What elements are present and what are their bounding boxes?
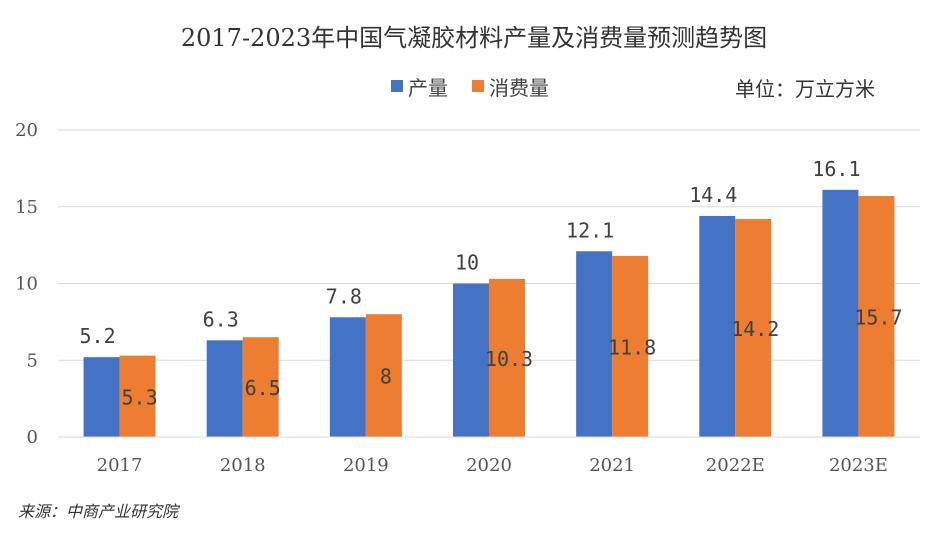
source-note: 来源：中商产业研究院: [18, 502, 181, 521]
data-label-consumption: 8: [380, 365, 392, 389]
bar-production: [83, 357, 120, 437]
bar-production: [699, 215, 736, 437]
bar-production: [822, 189, 859, 437]
bar-consumption: [242, 337, 279, 437]
unit-label: 单位：万立方米: [735, 77, 875, 101]
data-label-production: 6.3: [203, 307, 239, 331]
data-label-consumption: 11.8: [608, 335, 656, 359]
data-label-production: 12.1: [566, 218, 614, 242]
data-label-production: 14.4: [689, 183, 737, 207]
data-label-consumption: 6.5: [245, 376, 281, 400]
x-tick-label: 2021: [589, 455, 635, 476]
data-label-consumption: 15.7: [854, 306, 902, 330]
bars: [83, 189, 895, 437]
x-tick-label: 2017: [97, 455, 143, 476]
y-tick-label: 15: [15, 197, 38, 218]
bar-consumption: [119, 355, 156, 437]
bar-production: [206, 340, 243, 437]
legend-swatch-consumption: [472, 80, 484, 92]
x-tick-label: 2019: [343, 455, 389, 476]
y-axis: 0 5 10 15 20: [15, 120, 38, 448]
y-tick-label: 0: [27, 427, 38, 448]
data-labels: 5.2 5.3 6.3 6.5 7.8 8 10 10.3 12.1 11.8 14.4 14.2 16…: [80, 157, 903, 409]
bar-consumption: [858, 196, 895, 437]
x-tick-label: 2022E: [706, 455, 765, 476]
data-label-production: 16.1: [812, 157, 860, 181]
y-tick-label: 10: [15, 274, 38, 295]
x-tick-label: 2018: [220, 455, 266, 476]
y-tick-label: 5: [27, 350, 38, 371]
data-label-consumption: 5.3: [122, 385, 158, 409]
data-label-production: 5.2: [80, 324, 116, 348]
data-label-consumption: 14.2: [731, 317, 779, 341]
x-tick-label: 2020: [466, 455, 512, 476]
bar-production: [329, 317, 366, 437]
legend-swatch-production: [391, 80, 403, 92]
legend-label-consumption: 消费量: [489, 76, 549, 100]
data-label-production: 10: [455, 251, 479, 275]
legend: 产量 消费量: [391, 76, 549, 100]
x-axis: 2017 2018 2019 2020 2021 2022E 2023E: [58, 436, 920, 476]
y-tick-label: 20: [15, 120, 38, 141]
chart-title: 2017-2023年中国气凝胶材料产量及消费量预测趋势图: [181, 24, 767, 52]
bar-consumption: [489, 278, 525, 437]
bar-consumption: [735, 219, 772, 437]
x-tick-label: 2023E: [829, 455, 888, 476]
bar-production: [453, 283, 489, 437]
data-label-production: 7.8: [326, 284, 362, 308]
bar-production: [576, 251, 613, 437]
bar-consumption: [365, 314, 402, 437]
data-label-consumption: 10.3: [485, 347, 533, 371]
bar-consumption: [612, 255, 649, 437]
legend-label-production: 产量: [408, 76, 448, 100]
